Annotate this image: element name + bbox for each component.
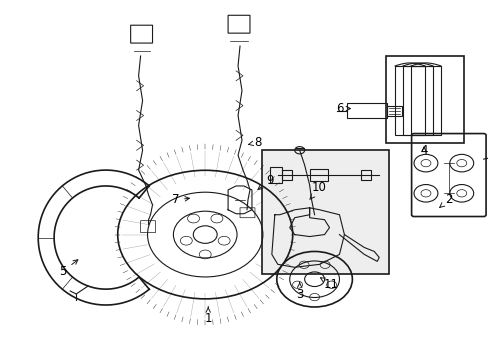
Bar <box>394 66 424 135</box>
Text: 7: 7 <box>171 193 189 206</box>
Text: 1: 1 <box>204 307 211 325</box>
Text: 8: 8 <box>248 136 261 149</box>
Bar <box>361 170 370 180</box>
Bar <box>262 150 388 274</box>
Text: 9: 9 <box>258 174 273 189</box>
Bar <box>402 66 432 135</box>
Bar <box>410 66 440 135</box>
Bar <box>281 170 291 180</box>
Text: 6: 6 <box>335 102 350 115</box>
Bar <box>269 167 281 183</box>
Text: 4: 4 <box>419 144 427 157</box>
Text: 3: 3 <box>295 282 303 301</box>
Bar <box>309 169 327 181</box>
Text: 5: 5 <box>59 260 78 278</box>
Bar <box>386 56 463 143</box>
Text: 2: 2 <box>439 193 452 207</box>
Text: 10: 10 <box>309 181 326 199</box>
Bar <box>386 105 401 116</box>
Text: 11: 11 <box>320 278 338 291</box>
Bar <box>346 103 386 118</box>
